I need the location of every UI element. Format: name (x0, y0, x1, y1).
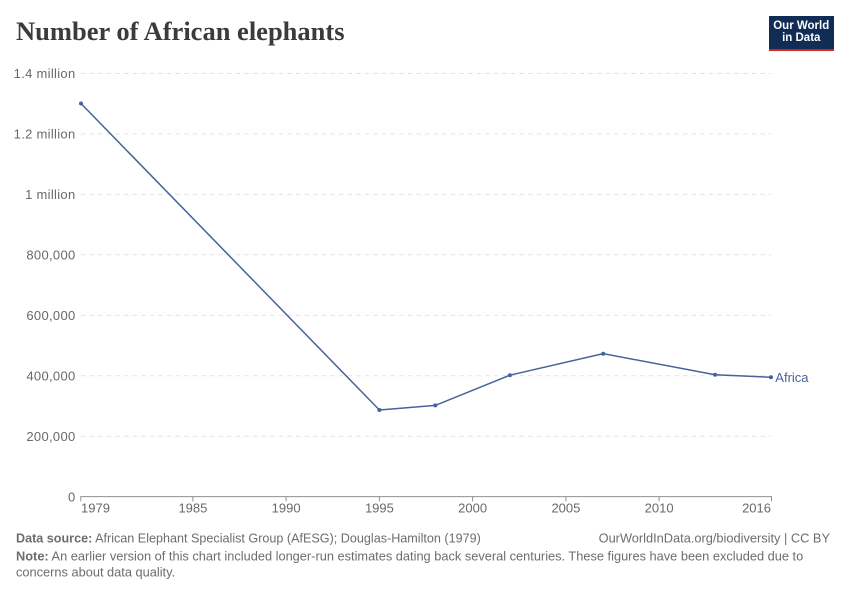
svg-text:1.4 million: 1.4 million (14, 66, 76, 81)
svg-text:200,000: 200,000 (26, 429, 75, 444)
svg-text:0: 0 (68, 489, 76, 504)
svg-text:1985: 1985 (178, 501, 207, 516)
svg-text:800,000: 800,000 (26, 248, 75, 263)
svg-text:1979: 1979 (81, 501, 110, 516)
svg-text:1 million: 1 million (25, 187, 75, 202)
svg-text:Data source: African Elephant: Data source: African Elephant Specialist… (16, 532, 481, 546)
svg-text:concerns about data quality.: concerns about data quality. (16, 565, 175, 580)
svg-text:1995: 1995 (365, 501, 394, 516)
svg-text:2000: 2000 (458, 501, 487, 516)
svg-text:OurWorldInData.org/biodiversit: OurWorldInData.org/biodiversity | CC BY (599, 531, 831, 546)
svg-text:Note: An earlier version of th: Note: An earlier version of this chart i… (16, 549, 803, 564)
svg-text:1990: 1990 (272, 501, 301, 516)
svg-text:2010: 2010 (645, 501, 674, 516)
svg-text:600,000: 600,000 (26, 308, 75, 323)
svg-text:2005: 2005 (551, 501, 580, 516)
svg-text:2016: 2016 (742, 501, 771, 516)
svg-text:1.2 million: 1.2 million (14, 127, 76, 142)
svg-text:Africa: Africa (775, 370, 809, 385)
svg-text:400,000: 400,000 (26, 368, 75, 383)
